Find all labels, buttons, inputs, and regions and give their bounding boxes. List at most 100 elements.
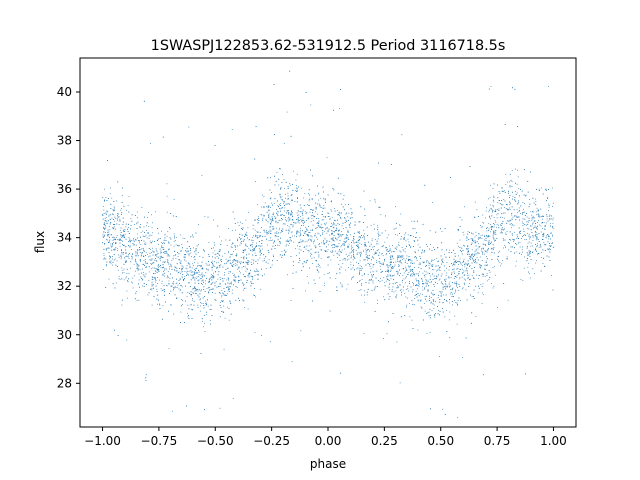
scatter-point (464, 262, 466, 264)
scatter-point (380, 277, 381, 279)
scatter-point (480, 265, 482, 267)
scatter-point (289, 213, 291, 214)
scatter-point (105, 287, 107, 289)
scatter-point (251, 246, 253, 248)
scatter-point (405, 268, 407, 270)
scatter-point (534, 198, 536, 200)
scatter-point (110, 245, 112, 247)
scatter-point (155, 211, 156, 213)
scatter-point (256, 271, 258, 273)
scatter-point (112, 228, 114, 230)
scatter-point (202, 268, 204, 270)
scatter-point (548, 235, 549, 237)
scatter-point (545, 235, 547, 237)
scatter-point (301, 220, 302, 222)
scatter-point (493, 237, 495, 239)
scatter-point (109, 214, 111, 216)
scatter-point (258, 273, 259, 275)
scatter-point (113, 242, 115, 244)
scatter-point (341, 284, 343, 286)
scatter-point (332, 239, 334, 241)
scatter-point (115, 200, 117, 202)
scatter-point (524, 203, 525, 204)
scatter-point (287, 239, 289, 241)
scatter-point (138, 299, 140, 301)
scatter-point (152, 222, 153, 224)
scatter-point (428, 315, 430, 317)
scatter-point (392, 286, 394, 288)
scatter-point (502, 223, 503, 225)
scatter-point (123, 263, 125, 265)
scatter-point (390, 263, 392, 265)
scatter-point (429, 248, 430, 250)
scatter-point (345, 236, 347, 238)
scatter-point (527, 233, 529, 234)
scatter-point (261, 248, 263, 250)
scatter-point (288, 213, 289, 214)
scatter-point (260, 288, 262, 290)
scatter-point (102, 236, 104, 238)
scatter-point (261, 227, 262, 228)
scatter-point (300, 233, 301, 235)
scatter-point (268, 251, 270, 253)
scatter-point (321, 227, 323, 229)
scatter-point (439, 291, 441, 292)
scatter-point (390, 255, 392, 257)
scatter-point (282, 214, 284, 215)
scatter-point (288, 226, 290, 228)
scatter-point (137, 265, 139, 267)
scatter-point (122, 270, 124, 271)
scatter-point (462, 288, 463, 290)
scatter-point (329, 234, 331, 236)
scatter-point (337, 245, 339, 247)
scatter-point (496, 238, 498, 239)
scatter-point (410, 246, 412, 248)
scatter-point (390, 263, 391, 265)
scatter-point (207, 305, 209, 307)
scatter-point (437, 313, 439, 315)
scatter-point (110, 243, 112, 245)
scatter-point (308, 232, 310, 233)
scatter-point (444, 270, 446, 272)
scatter-point (373, 254, 375, 256)
scatter-point (449, 311, 451, 313)
scatter-point (159, 258, 161, 260)
scatter-point (517, 236, 519, 238)
scatter-point (112, 264, 113, 266)
scatter-point (345, 253, 347, 255)
scatter-point (415, 237, 417, 238)
scatter-point (387, 276, 389, 277)
scatter-point (177, 284, 179, 286)
scatter-point (507, 181, 508, 183)
scatter-point (487, 227, 488, 228)
scatter-point (336, 227, 338, 229)
scatter-point (317, 238, 318, 240)
scatter-point (123, 236, 124, 238)
scatter-point (172, 410, 173, 412)
scatter-point (139, 258, 141, 260)
scatter-point (210, 304, 212, 306)
scatter-point (417, 300, 419, 302)
scatter-point (324, 242, 326, 244)
scatter-point (125, 277, 127, 279)
scatter-point (304, 193, 306, 195)
scatter-point (181, 286, 183, 288)
scatter-point (437, 306, 438, 307)
scatter-point (328, 228, 330, 230)
scatter-point (377, 238, 379, 240)
scatter-point (255, 255, 256, 256)
scatter-point (478, 233, 480, 235)
scatter-point (500, 265, 501, 267)
scatter-point (161, 290, 163, 292)
scatter-point (142, 248, 144, 250)
scatter-point (470, 238, 472, 240)
scatter-point (418, 280, 420, 282)
scatter-point (285, 193, 286, 195)
scatter-point (147, 217, 148, 219)
scatter-point (339, 108, 341, 109)
scatter-point (495, 231, 496, 233)
scatter-point (217, 261, 219, 263)
scatter-point (246, 234, 248, 236)
scatter-point (268, 214, 270, 216)
scatter-point (395, 222, 397, 224)
